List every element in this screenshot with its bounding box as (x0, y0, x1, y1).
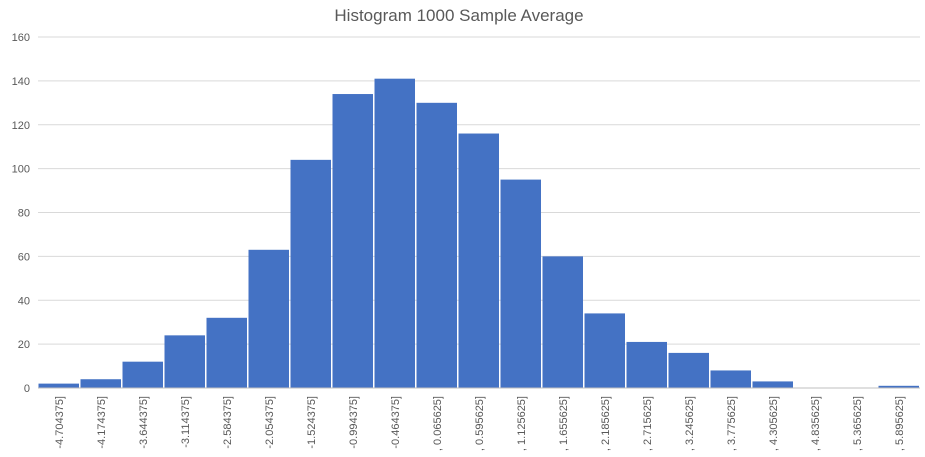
x-tick-label: , 2.185625] (600, 396, 612, 451)
histogram-bar (164, 335, 205, 388)
x-tick-label: -3.114375] (180, 396, 192, 448)
y-tick-label: 80 (18, 208, 30, 220)
x-tick-label: -2.054375] (264, 396, 276, 449)
x-tick-label: , 0.595625] (474, 396, 486, 451)
histogram-bar (332, 94, 373, 388)
histogram-bar (542, 256, 583, 388)
histogram-bar (206, 317, 247, 388)
y-tick-label: 0 (24, 383, 30, 395)
x-axis-tick-labels: -4.704375] -4.174375] -3.644375] -3.114375]… (54, 396, 906, 451)
x-tick-label: , 2.715625] (642, 396, 654, 451)
y-tick-label: 160 (12, 32, 30, 44)
y-tick-label: 140 (12, 76, 30, 88)
histogram-bar (584, 313, 625, 388)
histogram-bar (710, 370, 751, 388)
histogram-bar (752, 381, 793, 388)
y-tick-label: 120 (12, 120, 30, 132)
histogram-bar (248, 249, 289, 388)
x-tick-label: , 0.065625] (432, 396, 444, 451)
histogram-bar (80, 379, 121, 388)
x-tick-label: , 5.365625] (852, 396, 864, 451)
y-tick-label: 100 (12, 164, 30, 176)
x-tick-label: -0.994375] (348, 396, 360, 449)
histogram-bar (290, 159, 331, 388)
x-tick-label: , 3.775625] (726, 396, 738, 451)
histogram-bars (38, 78, 919, 389)
histogram-bar (500, 179, 541, 388)
x-tick-label: -0.464375] (390, 396, 402, 449)
x-tick-label: -4.704375] (54, 396, 66, 449)
x-tick-label: -2.584375] (222, 396, 234, 449)
y-tick-label: 20 (18, 339, 30, 351)
x-tick-label: , 1.125625] (516, 396, 528, 451)
histogram-bar (374, 78, 415, 389)
x-tick-label: , 5.895625] (894, 396, 906, 451)
histogram-bar (878, 385, 919, 388)
y-tick-label: 60 (18, 251, 30, 263)
x-tick-label: , 1.655625] (558, 396, 570, 451)
x-tick-label: , 3.245625] (684, 396, 696, 451)
histogram-bar (38, 383, 79, 388)
x-tick-label: , 4.835625] (810, 396, 822, 451)
x-tick-label: -1.524375] (306, 396, 318, 449)
histogram-bar (668, 352, 709, 388)
x-tick-label: , 4.305625] (768, 396, 780, 451)
x-tick-label: -4.174375] (96, 396, 108, 449)
y-axis-tick-labels: 0 20 40 60 80 100 120 140 160 (12, 32, 30, 395)
x-tick-label: -3.644375] (138, 396, 150, 449)
chart-title: Histogram 1000 Sample Average (334, 6, 583, 25)
histogram-bar (122, 361, 163, 388)
y-tick-label: 40 (18, 295, 30, 307)
histogram-bar (626, 341, 667, 388)
histogram-bar (416, 102, 457, 388)
histogram-bar (458, 133, 499, 388)
